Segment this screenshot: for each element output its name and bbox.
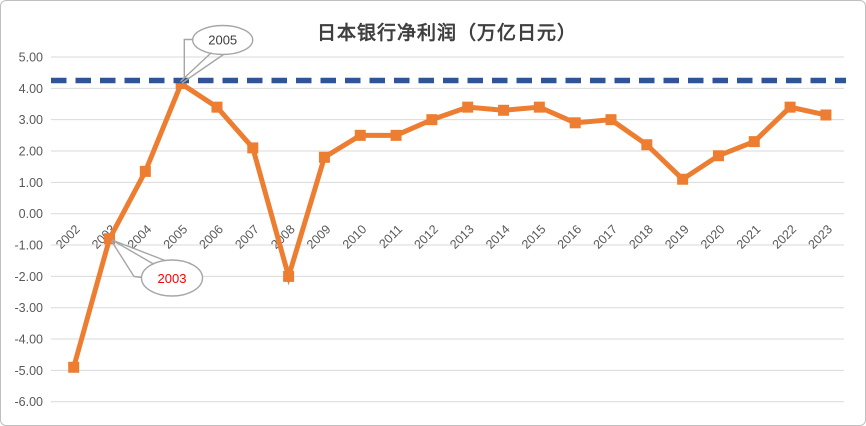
y-tick-label: -6.00: [15, 395, 44, 409]
x-axis-tick-labels: 2002 2003 2004 2005 2006 2007 2008 2009 2010 2011…: [53, 222, 835, 252]
x-tick-label: 2015: [519, 222, 549, 252]
x-tick-label: 2019: [662, 222, 692, 252]
x-tick-label: 2018: [626, 222, 656, 252]
data-point-2009: [318, 151, 330, 163]
data-point-2010: [354, 129, 366, 141]
data-point-2004: [139, 165, 151, 177]
y-tick-label: 2.00: [19, 145, 43, 159]
callout-2005-tail: [181, 53, 224, 84]
callout-2003-tail: [111, 239, 166, 262]
y-tick-label: 4.00: [19, 82, 43, 96]
chart-title: 日本银行净利润（万亿日元）: [317, 21, 577, 44]
data-point-2022: [784, 101, 796, 113]
y-tick-label: 0.00: [19, 207, 43, 221]
x-tick-label: 2022: [770, 222, 800, 252]
x-tick-label: 2002: [53, 222, 83, 252]
x-tick-label: 2005: [161, 222, 191, 252]
data-point-2006: [211, 101, 223, 113]
callout-2005-leader: [183, 38, 193, 78]
y-tick-label: -4.00: [15, 333, 44, 347]
data-point-2008: [283, 270, 295, 282]
x-tick-label: 2021: [734, 222, 764, 252]
y-tick-label: 3.00: [19, 113, 43, 127]
callout-2003-tail: [111, 239, 154, 265]
x-tick-label: 2011: [376, 222, 405, 251]
y-tick-label: 1.00: [19, 176, 43, 190]
data-point-2011: [390, 129, 402, 141]
y-tick-label: -3.00: [15, 301, 44, 315]
callout-2003-leader: [110, 240, 143, 279]
data-point-2020: [712, 150, 724, 162]
x-tick-label: 2013: [447, 222, 477, 252]
data-point-2021: [748, 136, 760, 148]
data-point-2002: [68, 361, 80, 373]
data-point-2015: [533, 101, 545, 113]
y-axis-tick-labels: 5.00 4.00 3.00 2.00 1.00 0.00 -1.00 -2.00 -3.00 -…: [15, 51, 44, 410]
callout-2003-bubble: [140, 259, 204, 297]
data-point-2007: [247, 142, 259, 154]
y-tick-label: -2.00: [15, 270, 44, 284]
data-point-2019: [677, 173, 689, 185]
x-tick-label: 2017: [591, 222, 621, 252]
callout-2003-label: 2003: [158, 271, 187, 286]
data-point-2016: [569, 117, 581, 129]
data-point-2018: [641, 139, 653, 151]
y-tick-label: -1.00: [15, 239, 44, 253]
data-point-2017: [605, 114, 617, 126]
x-tick-label: 2010: [340, 222, 370, 252]
data-point-2003: [104, 233, 116, 245]
x-tick-label: 2014: [483, 222, 513, 252]
data-point-2005: [175, 78, 187, 90]
x-tick-label: 2012: [411, 222, 441, 252]
x-tick-label: 2007: [232, 222, 262, 252]
x-tick-label: 2016: [555, 222, 585, 252]
callout-2005-tail: [180, 51, 212, 83]
data-point-2012: [426, 114, 438, 126]
data-point-2023: [820, 109, 832, 121]
callout-annotations: 2005 2003: [110, 24, 254, 297]
x-tick-label: 2009: [304, 222, 334, 252]
data-point-2014: [498, 104, 510, 116]
x-tick-label: 2006: [197, 222, 227, 252]
net-profit-series: [68, 78, 832, 373]
callout-2005-label: 2005: [208, 33, 237, 48]
x-tick-label: 2020: [698, 222, 728, 252]
data-point-2013: [462, 101, 474, 113]
series-line: [71, 79, 827, 368]
x-tick-label: 2023: [805, 222, 835, 252]
y-tick-label: 5.00: [19, 51, 43, 65]
y-tick-label: -5.00: [15, 364, 44, 378]
